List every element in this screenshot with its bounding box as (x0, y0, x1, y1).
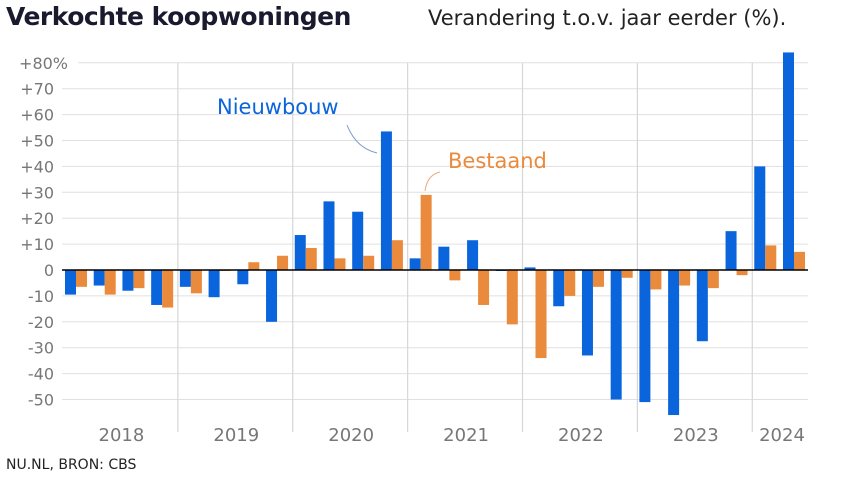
bar-nieuwbouw (639, 270, 651, 403)
bar-nieuwbouw (754, 166, 766, 270)
y-tick-label: 0 (44, 261, 54, 280)
bar-bestaand (621, 270, 633, 278)
bar-bestaand (190, 270, 202, 294)
bar-nieuwbouw (438, 246, 450, 270)
bar-nieuwbouw (323, 201, 335, 270)
x-tick-label: 2022 (558, 425, 604, 446)
bar-nieuwbouw (581, 270, 593, 356)
bar-bestaand (104, 270, 116, 295)
bar-bestaand (277, 255, 289, 270)
bar-nieuwbouw (783, 52, 794, 270)
bar-nieuwbouw (93, 270, 105, 286)
y-tick-label: -50 (28, 391, 54, 410)
annotation-line (424, 171, 441, 192)
bar-bestaand (391, 240, 403, 270)
bar-bestaand (133, 270, 145, 289)
bar-nieuwbouw (122, 270, 134, 291)
bar-bestaand (650, 270, 662, 290)
y-tick-label: +50 (20, 132, 54, 151)
bar-bestaand (765, 245, 777, 270)
bar-nieuwbouw (208, 270, 220, 298)
bar-nieuwbouw (524, 267, 536, 270)
x-tick-label: 2023 (673, 425, 719, 446)
bar-nieuwbouw (696, 270, 708, 342)
x-tick-label: 2020 (328, 425, 374, 446)
bar-nieuwbouw (294, 235, 306, 270)
bar-bestaand (794, 251, 805, 270)
bar-bestaand (478, 270, 490, 305)
x-tick-label: 2021 (443, 425, 489, 446)
source-note: NU.NL, BRON: CBS (6, 457, 137, 473)
bar-bestaand (334, 258, 346, 270)
bar-bestaand (305, 247, 317, 270)
bar-bestaand (592, 270, 604, 287)
bar-bestaand (248, 262, 260, 270)
series-label-bestaand: Bestaand (448, 149, 547, 173)
x-tick-label: 2018 (99, 425, 145, 446)
bar-bestaand (506, 270, 518, 325)
bar-nieuwbouw (266, 270, 278, 322)
bar-bestaand (162, 270, 174, 308)
series-label-nieuwbouw: Nieuwbouw (217, 95, 339, 119)
y-tick-label: +30 (20, 183, 54, 202)
bar-bestaand (736, 270, 748, 276)
bar-nieuwbouw (380, 131, 392, 270)
y-tick-label: +70 (20, 80, 54, 99)
annotation-line (346, 124, 378, 154)
y-tick-label: -20 (28, 313, 54, 332)
bar-bestaand (420, 194, 432, 270)
bar-nieuwbouw (65, 270, 76, 295)
bar-nieuwbouw (725, 231, 737, 270)
bar-bestaand (535, 270, 547, 359)
chart-title: Verkochte koopwoningen (6, 2, 351, 31)
bar-nieuwbouw (467, 240, 479, 270)
bar-nieuwbouw (668, 270, 680, 416)
bar-bestaand (707, 270, 719, 289)
bar-bestaand (76, 270, 87, 287)
bar-nieuwbouw (179, 270, 191, 287)
y-tick-label: -30 (28, 339, 54, 358)
y-tick-label: +40 (20, 157, 54, 176)
bar-bestaand (564, 270, 576, 296)
bar-nieuwbouw (610, 270, 622, 400)
bar-nieuwbouw (151, 270, 163, 305)
bar-bestaand (363, 255, 375, 270)
bar-nieuwbouw (237, 270, 249, 285)
y-tick-label: +20 (20, 209, 54, 228)
x-tick-label: 2019 (213, 425, 259, 446)
bar-nieuwbouw (553, 270, 565, 307)
y-tick-label: -10 (28, 287, 54, 306)
bar-bestaand (449, 270, 461, 281)
bar-nieuwbouw (409, 258, 421, 270)
y-tick-label: -40 (28, 365, 54, 384)
x-tick-label: 2024 (759, 425, 805, 446)
chart-subtitle: Verandering t.o.v. jaar eerder (%). (428, 6, 787, 30)
bar-bestaand (679, 270, 691, 286)
bar-nieuwbouw (352, 211, 364, 270)
y-tick-label: +10 (20, 235, 54, 254)
y-tick-label: +60 (20, 106, 54, 125)
y-tick-label: +80% (19, 54, 68, 73)
